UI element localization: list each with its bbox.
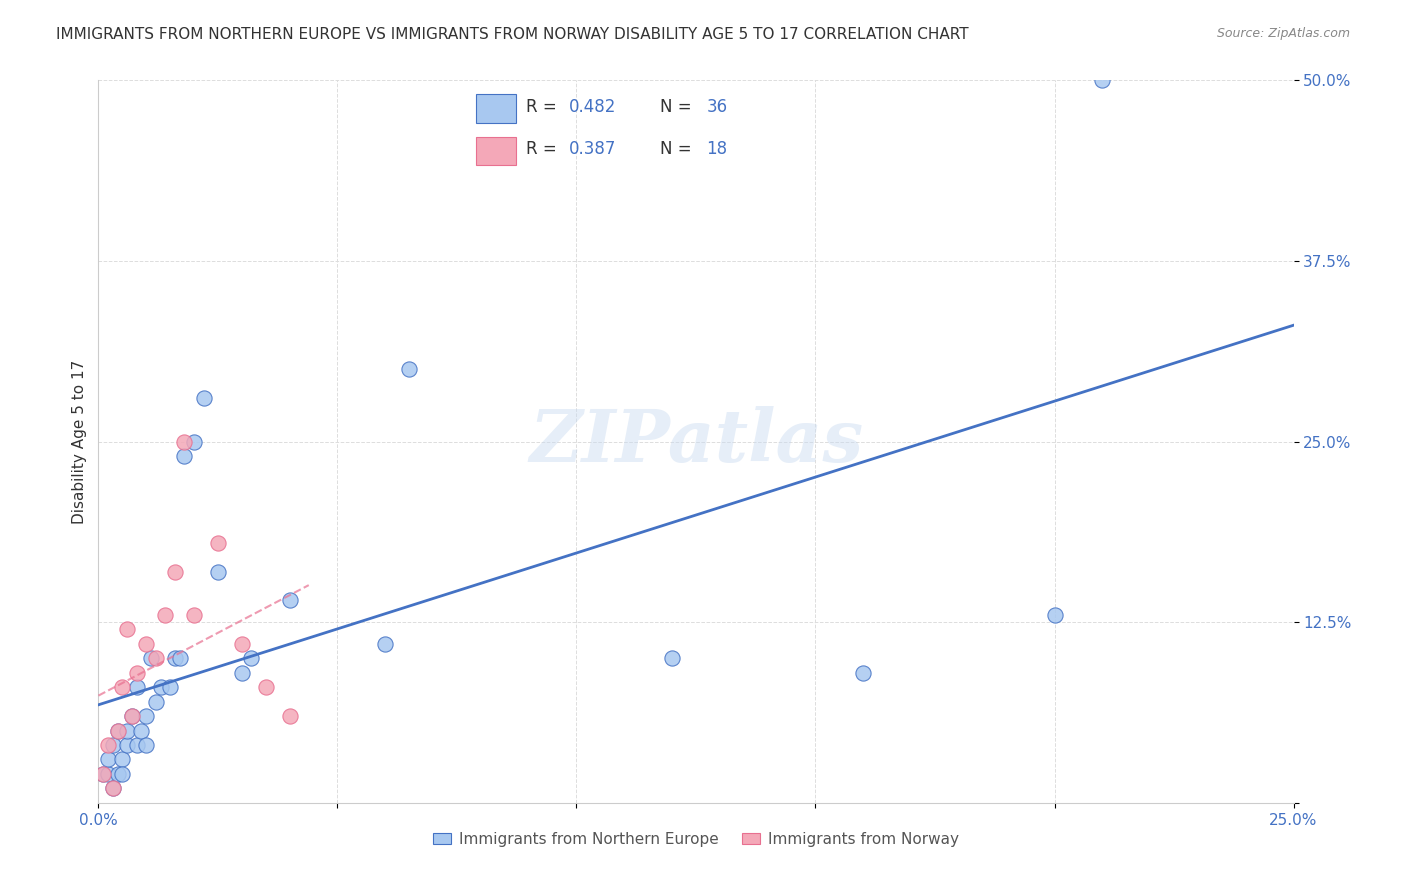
Point — [852, 665, 875, 680]
Legend: Immigrants from Northern Europe, Immigrants from Norway: Immigrants from Northern Europe, Immigra… — [427, 826, 965, 853]
Point — [97, 767, 120, 781]
Text: ZIPatlas: ZIPatlas — [529, 406, 863, 477]
Point — [278, 593, 301, 607]
Point — [374, 637, 396, 651]
Point — [115, 723, 138, 738]
Point — [107, 767, 129, 781]
Point — [278, 709, 301, 723]
Point — [240, 651, 263, 665]
Point — [207, 565, 229, 579]
Point — [125, 680, 148, 694]
Point — [111, 752, 134, 766]
Point — [125, 738, 148, 752]
Point — [91, 767, 114, 781]
Point — [107, 723, 129, 738]
Point — [121, 709, 143, 723]
Point — [115, 738, 138, 752]
Point — [159, 680, 181, 694]
Point — [107, 723, 129, 738]
Point — [163, 651, 186, 665]
Point — [163, 565, 186, 579]
Point — [121, 709, 143, 723]
Point — [169, 651, 191, 665]
Point — [1091, 73, 1114, 87]
Text: Source: ZipAtlas.com: Source: ZipAtlas.com — [1216, 27, 1350, 40]
Point — [101, 738, 124, 752]
Point — [115, 623, 138, 637]
Point — [231, 665, 253, 680]
Point — [135, 637, 157, 651]
Point — [111, 680, 134, 694]
Point — [183, 434, 205, 449]
Point — [135, 738, 157, 752]
Point — [193, 391, 215, 405]
Point — [91, 767, 114, 781]
Point — [173, 449, 195, 463]
Point — [131, 723, 153, 738]
Y-axis label: Disability Age 5 to 17: Disability Age 5 to 17 — [72, 359, 87, 524]
Point — [1043, 607, 1066, 622]
Point — [101, 781, 124, 796]
Point — [145, 695, 167, 709]
Point — [254, 680, 277, 694]
Point — [173, 434, 195, 449]
Point — [398, 362, 420, 376]
Text: IMMIGRANTS FROM NORTHERN EUROPE VS IMMIGRANTS FROM NORWAY DISABILITY AGE 5 TO 17: IMMIGRANTS FROM NORTHERN EUROPE VS IMMIG… — [56, 27, 969, 42]
Point — [661, 651, 683, 665]
Point — [101, 781, 124, 796]
Point — [111, 767, 134, 781]
Point — [183, 607, 205, 622]
Point — [231, 637, 253, 651]
Point — [149, 680, 172, 694]
Point — [139, 651, 162, 665]
Point — [155, 607, 177, 622]
Point — [97, 738, 120, 752]
Point — [97, 752, 120, 766]
Point — [207, 535, 229, 549]
Point — [125, 665, 148, 680]
Point — [145, 651, 167, 665]
Point — [135, 709, 157, 723]
